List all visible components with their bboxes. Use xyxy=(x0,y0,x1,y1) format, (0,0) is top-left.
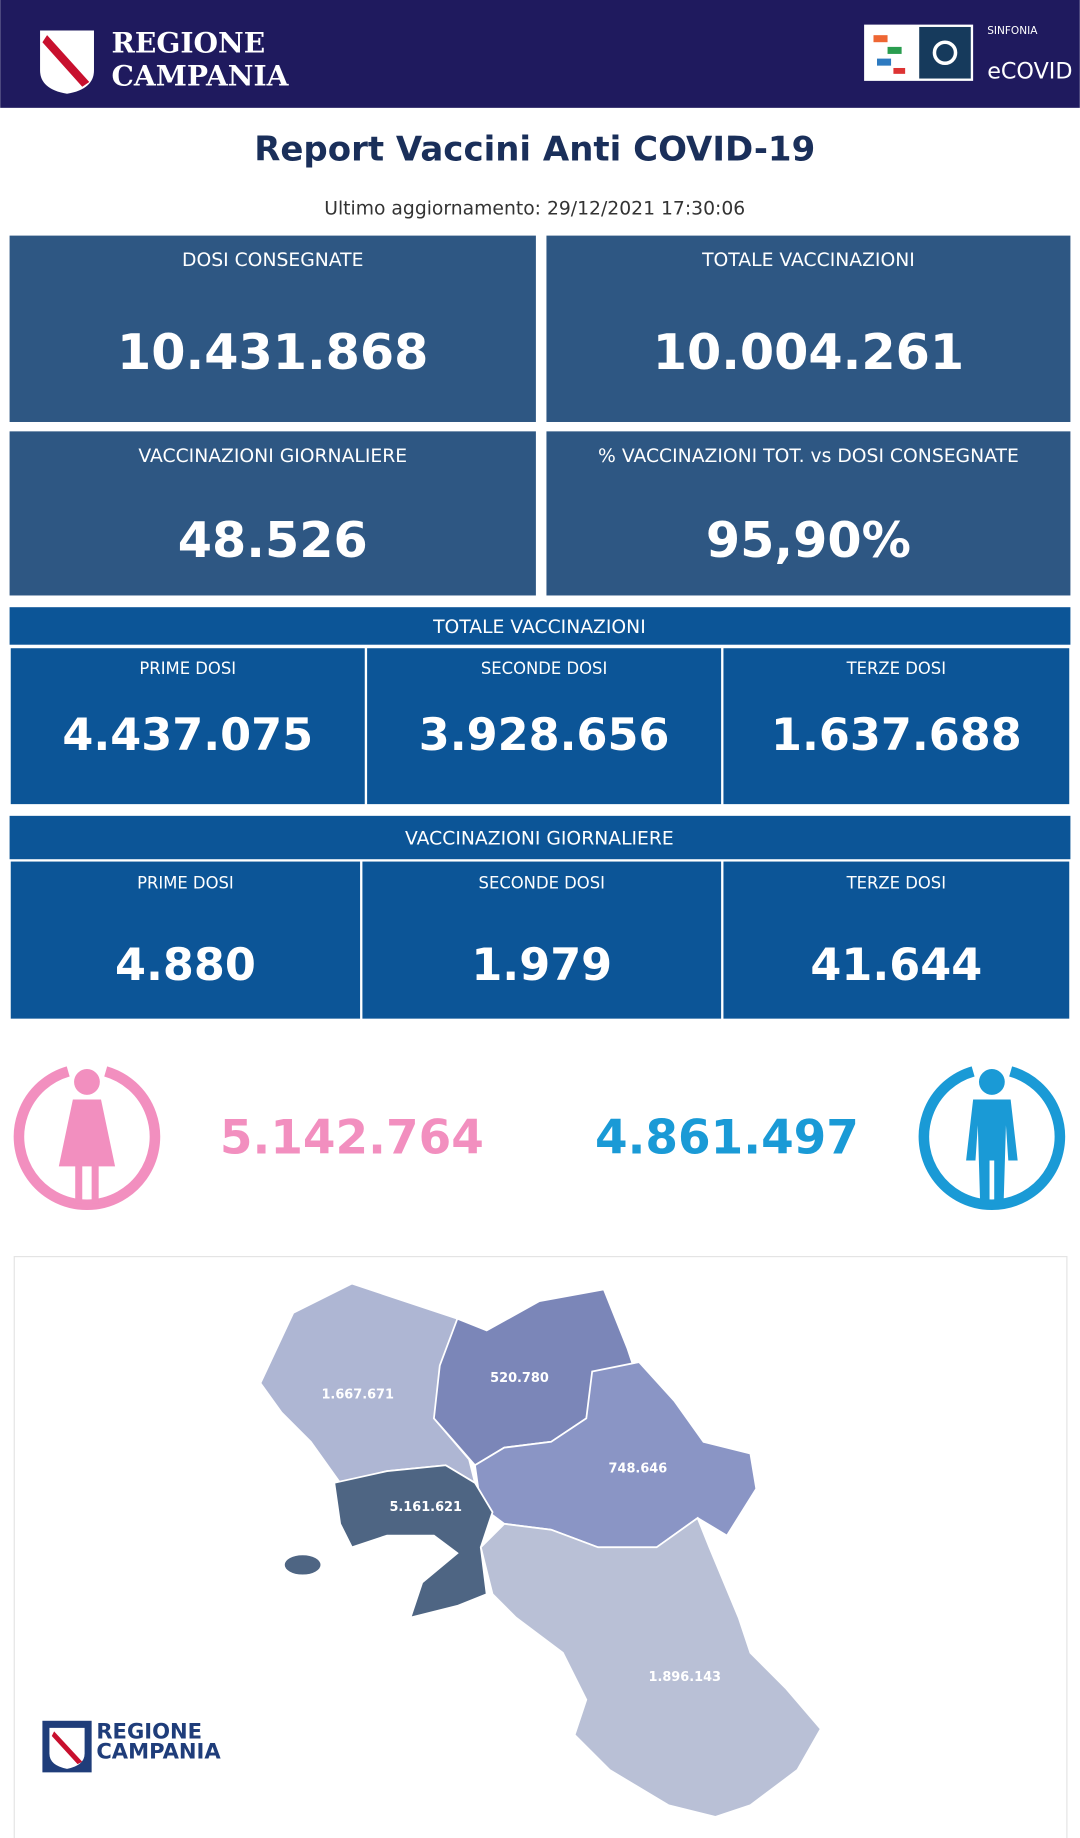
card-label: TOTALE VACCINAZIONI xyxy=(701,250,915,271)
map-logo-text: REGIONE xyxy=(96,1718,202,1743)
region-label: 1.896.143 xyxy=(649,1670,722,1685)
card xyxy=(546,431,1071,596)
cell-label: PRIME DOSI xyxy=(139,659,236,678)
map xyxy=(259,1282,822,1818)
title: Report Vaccini Anti COVID-19 xyxy=(254,130,815,170)
cell-value: 1.979 xyxy=(471,939,612,991)
brand-small: SINFONIA xyxy=(987,25,1038,37)
section-title: VACCINAZIONI GIORNALIERE xyxy=(405,829,674,850)
cell-value: 3.928.656 xyxy=(419,709,670,761)
region-label: 1.667.671 xyxy=(321,1387,394,1402)
brand: eCOVID xyxy=(987,59,1072,85)
cell-label: SECONDE DOSI xyxy=(479,874,605,893)
cell-label: TERZE DOSI xyxy=(846,659,946,678)
updated: Ultimo aggiornamento: 29/12/2021 17:30:0… xyxy=(324,199,745,220)
card-value: 95,90% xyxy=(706,511,911,569)
island xyxy=(282,1553,323,1577)
section-band xyxy=(9,607,1071,645)
map-logo: REGIONE CAMPANIA xyxy=(42,1718,221,1773)
female-icon xyxy=(13,1066,161,1210)
region-caserta xyxy=(259,1282,477,1485)
logo-text: CAMPANIA xyxy=(112,60,290,93)
region-logo: REGIONE CAMPANIA xyxy=(40,27,290,94)
female-count: 5.142.764 xyxy=(220,1110,484,1165)
sections: TOTALE VACCINAZIONI PRIME DOSI 4.437.075 SE… xyxy=(9,607,1071,1019)
section-cell xyxy=(723,861,1070,1019)
card xyxy=(9,431,536,596)
card-value: 10.004.261 xyxy=(653,323,964,381)
region-salerno xyxy=(479,1516,822,1818)
logo-text: REGIONE xyxy=(112,27,266,60)
cell-value: 41.644 xyxy=(810,939,982,991)
ecovid-logo: SINFONIA eCOVID xyxy=(864,24,1073,85)
section-band xyxy=(9,815,1071,860)
region-label: 748.646 xyxy=(609,1461,668,1476)
cell-label: SECONDE DOSI xyxy=(481,659,607,678)
male-count: 4.861.497 xyxy=(595,1110,859,1165)
section-title: TOTALE VACCINAZIONI xyxy=(432,617,646,638)
male-icon xyxy=(918,1066,1066,1210)
section-cell xyxy=(723,648,1070,805)
section-cell xyxy=(10,648,365,805)
section-cell xyxy=(10,861,361,1019)
card-value: 48.526 xyxy=(178,511,368,569)
card xyxy=(9,235,536,422)
section-cell xyxy=(362,861,722,1019)
cell-value: 1.637.688 xyxy=(771,709,1022,761)
card-label: % VACCINAZIONI TOT. vs DOSI CONSEGNATE xyxy=(598,446,1019,467)
cell-value: 4.437.075 xyxy=(62,709,313,761)
card xyxy=(546,235,1071,422)
cell-value: 4.880 xyxy=(115,939,256,991)
region-label: 520.780 xyxy=(490,1371,549,1386)
cell-label: PRIME DOSI xyxy=(137,874,234,893)
card-label: VACCINAZIONI GIORNALIERE xyxy=(138,446,407,467)
region-napoli xyxy=(333,1464,494,1619)
cell-label: TERZE DOSI xyxy=(846,874,946,893)
card-label: DOSI CONSEGNATE xyxy=(182,250,363,271)
map-logo-text: CAMPANIA xyxy=(96,1738,221,1763)
card-value: 10.431.868 xyxy=(117,323,428,381)
cards: DOSI CONSEGNATE 10.431.868 TOTALE VACCINAZ… xyxy=(9,235,1071,596)
section-cell xyxy=(367,648,722,805)
region-label: 5.161.621 xyxy=(389,1500,462,1515)
